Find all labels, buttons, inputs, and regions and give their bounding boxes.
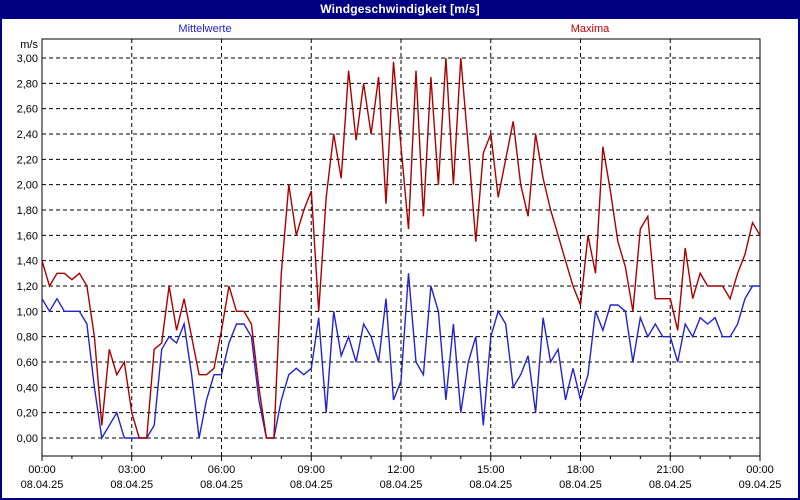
- plot-border: [41, 38, 761, 457]
- legend-mittelwerte-label: Mittelwerte: [178, 23, 232, 35]
- y-tick-label: 0,20: [17, 408, 38, 420]
- x-tick-time-label: 00:00: [28, 464, 56, 476]
- x-tick-date-label: 08.04.25: [559, 479, 602, 491]
- x-tick-time-label: 06:00: [208, 464, 236, 476]
- x-tick-date-label: 08.04.25: [469, 479, 512, 491]
- x-tick-date-label: 08.04.25: [290, 479, 333, 491]
- series-mittelwerte-line: [41, 273, 760, 441]
- x-tick-date-label: 09.04.25: [739, 479, 782, 491]
- y-tick-label: 2,80: [17, 78, 38, 90]
- y-tick-label: 0,80: [17, 332, 38, 344]
- y-tick-label: 0,40: [17, 382, 38, 394]
- y-tick-label: 2,40: [17, 129, 38, 141]
- y-tick-label: 2,00: [17, 180, 38, 192]
- x-tick-time-label: 18:00: [567, 464, 595, 476]
- y-tick-label: 0,00: [17, 433, 38, 445]
- y-tick-label: 2,60: [17, 104, 38, 116]
- y-tick-label: 1,80: [17, 205, 38, 217]
- x-tick-time-label: 21:00: [656, 464, 684, 476]
- x-tick-date-label: 08.04.25: [380, 479, 423, 491]
- x-tick-time-label: 03:00: [118, 464, 146, 476]
- y-tick-label: 2,20: [17, 154, 38, 166]
- series-maxima-line: [41, 57, 761, 439]
- x-tick-time-label: 15:00: [477, 464, 505, 476]
- y-tick-label: 1,60: [17, 230, 38, 242]
- x-tick-time-label: 12:00: [387, 464, 415, 476]
- y-axis-unit-label: m/s: [20, 39, 38, 51]
- x-tick-date-label: 08.04.25: [21, 479, 64, 491]
- y-tick-label: 3,00: [17, 53, 38, 65]
- x-tick-date-label: 08.04.25: [649, 479, 692, 491]
- x-tick-date-label: 08.04.25: [110, 479, 153, 491]
- y-tick-label: 1,20: [17, 281, 38, 293]
- x-tick-date-label: 08.04.25: [200, 479, 243, 491]
- legend-maxima-label: Maxima: [570, 23, 610, 35]
- window-title: Windgeschwindigkeit [m/s]: [0, 0, 800, 19]
- y-tick-label: 0,60: [17, 357, 38, 369]
- x-tick-time-label: 09:00: [297, 464, 325, 476]
- x-tick-time-label: 00:00: [746, 464, 774, 476]
- y-tick-label: 1,00: [17, 306, 38, 318]
- y-tick-label: 1,40: [17, 256, 38, 268]
